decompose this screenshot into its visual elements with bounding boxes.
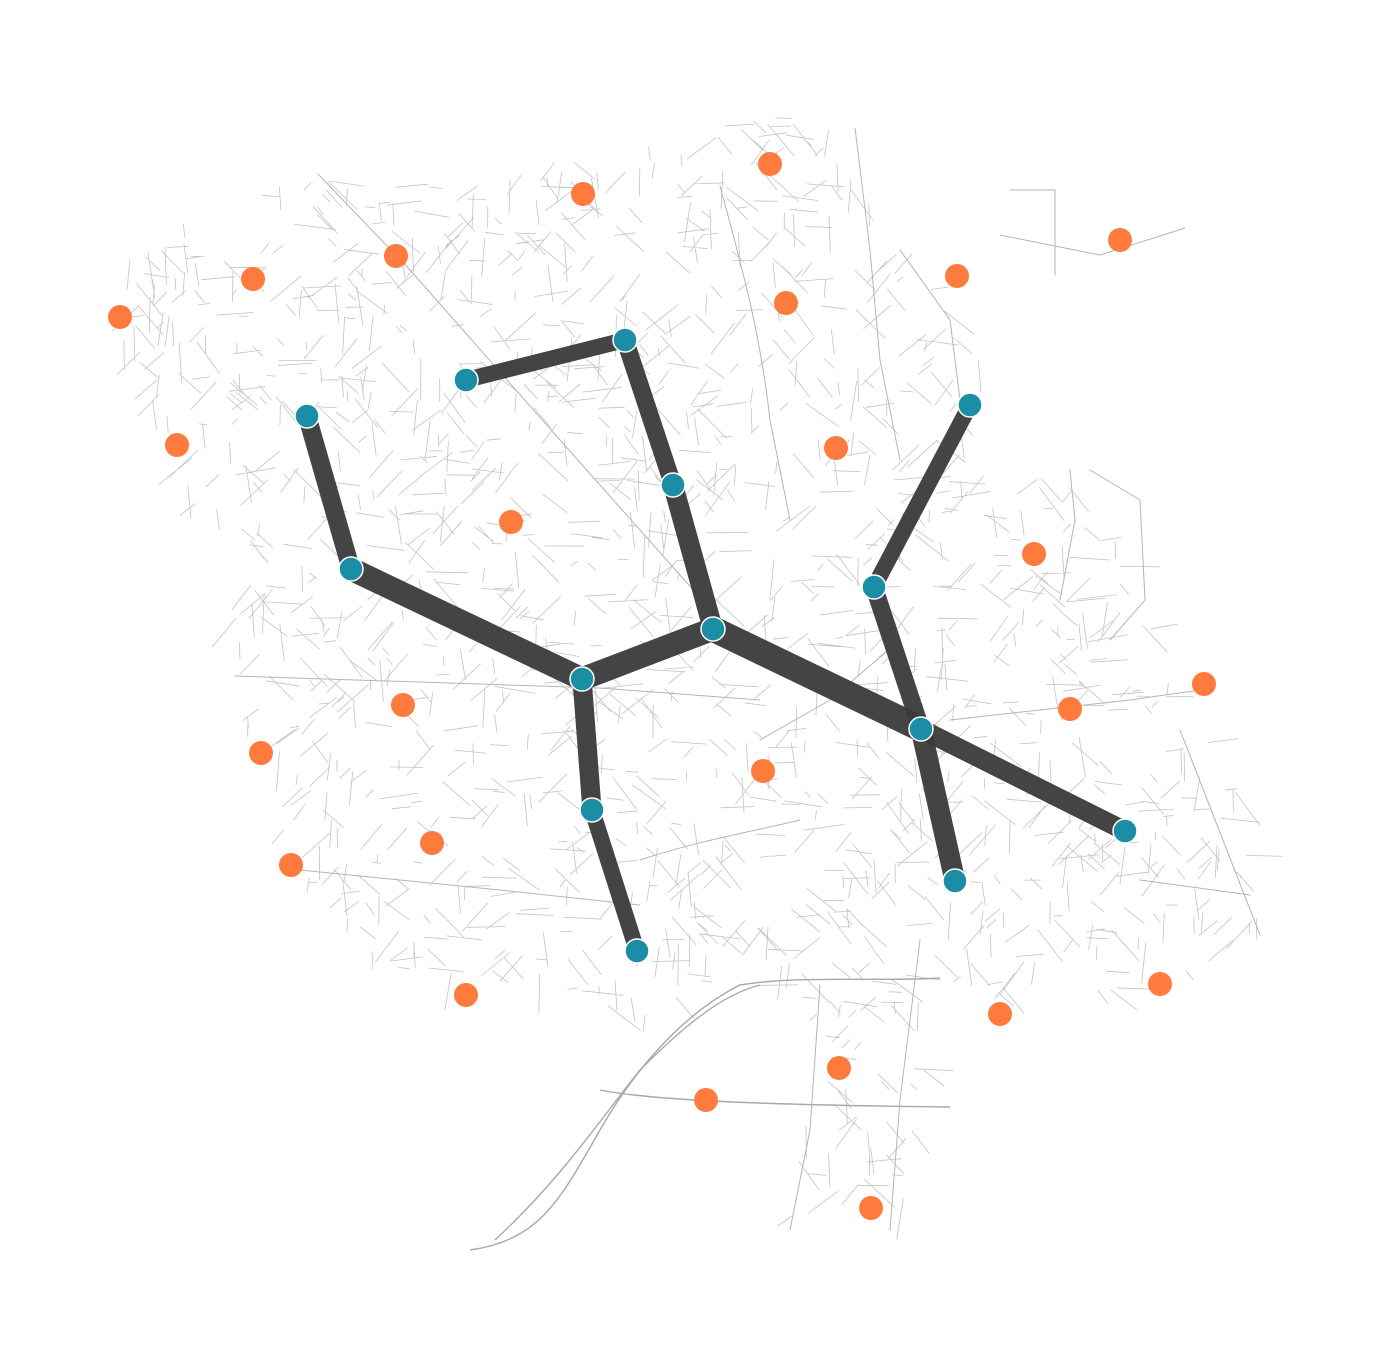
network-edge-n8-n9 bbox=[584, 807, 645, 954]
poi-marker bbox=[279, 853, 303, 877]
network-node-n10 bbox=[957, 392, 983, 418]
poi-marker bbox=[1058, 697, 1082, 721]
poi-marker bbox=[694, 1088, 718, 1112]
network-edges bbox=[298, 332, 1130, 954]
poi-marker bbox=[165, 433, 189, 457]
network-edge-n10-n11 bbox=[866, 401, 978, 591]
poi-marker bbox=[1108, 228, 1132, 252]
network-node-n9 bbox=[624, 938, 650, 964]
network-edge-n12-n13 bbox=[910, 726, 966, 884]
network-node-n6 bbox=[338, 556, 364, 582]
poi-marker bbox=[1022, 542, 1046, 566]
poi-marker bbox=[1192, 672, 1216, 696]
poi-marker bbox=[824, 436, 848, 460]
poi-marker bbox=[774, 291, 798, 315]
network-node-n3 bbox=[660, 472, 686, 498]
poi-marker bbox=[827, 1056, 851, 1080]
poi-points bbox=[108, 152, 1216, 1220]
poi-marker bbox=[758, 152, 782, 176]
network-node-n8 bbox=[579, 797, 605, 823]
poi-marker bbox=[751, 759, 775, 783]
network-edge-n2-n3 bbox=[616, 337, 682, 488]
network-edge-n7-n8 bbox=[572, 678, 602, 811]
poi-marker bbox=[859, 1196, 883, 1220]
network-nodes bbox=[294, 327, 1138, 964]
poi-marker bbox=[499, 510, 523, 534]
poi-marker bbox=[391, 693, 415, 717]
network-node-n14 bbox=[1112, 818, 1138, 844]
street-segments bbox=[111, 117, 1283, 1240]
street-network bbox=[111, 117, 1283, 1251]
network-edge-n5-n6 bbox=[298, 413, 360, 572]
network-node-n7 bbox=[569, 666, 595, 692]
poi-marker bbox=[108, 305, 132, 329]
network-edge-n1-n2 bbox=[464, 332, 627, 388]
poi-marker bbox=[420, 831, 444, 855]
poi-marker bbox=[988, 1002, 1012, 1026]
network-edge-n7-n4 bbox=[577, 618, 718, 690]
poi-marker bbox=[241, 267, 265, 291]
network-node-n13 bbox=[942, 868, 968, 894]
network-node-n2 bbox=[612, 327, 638, 353]
poi-marker bbox=[249, 741, 273, 765]
network-node-n11 bbox=[861, 574, 887, 600]
network-edge-n6-n7 bbox=[346, 558, 587, 690]
network-node-n4 bbox=[700, 616, 726, 642]
poi-marker bbox=[1148, 972, 1172, 996]
network-node-n5 bbox=[294, 403, 320, 429]
network-edge-n3-n4 bbox=[663, 482, 723, 632]
poi-marker bbox=[384, 244, 408, 268]
poi-marker bbox=[454, 983, 478, 1007]
network-edge-n4-n12 bbox=[707, 617, 927, 741]
network-node-n1 bbox=[453, 367, 479, 393]
network-edge-n11-n12 bbox=[865, 584, 930, 732]
network-node-n12 bbox=[908, 716, 934, 742]
network-edge-n12-n14 bbox=[916, 720, 1130, 840]
poi-marker bbox=[945, 264, 969, 288]
poi-marker bbox=[571, 182, 595, 206]
